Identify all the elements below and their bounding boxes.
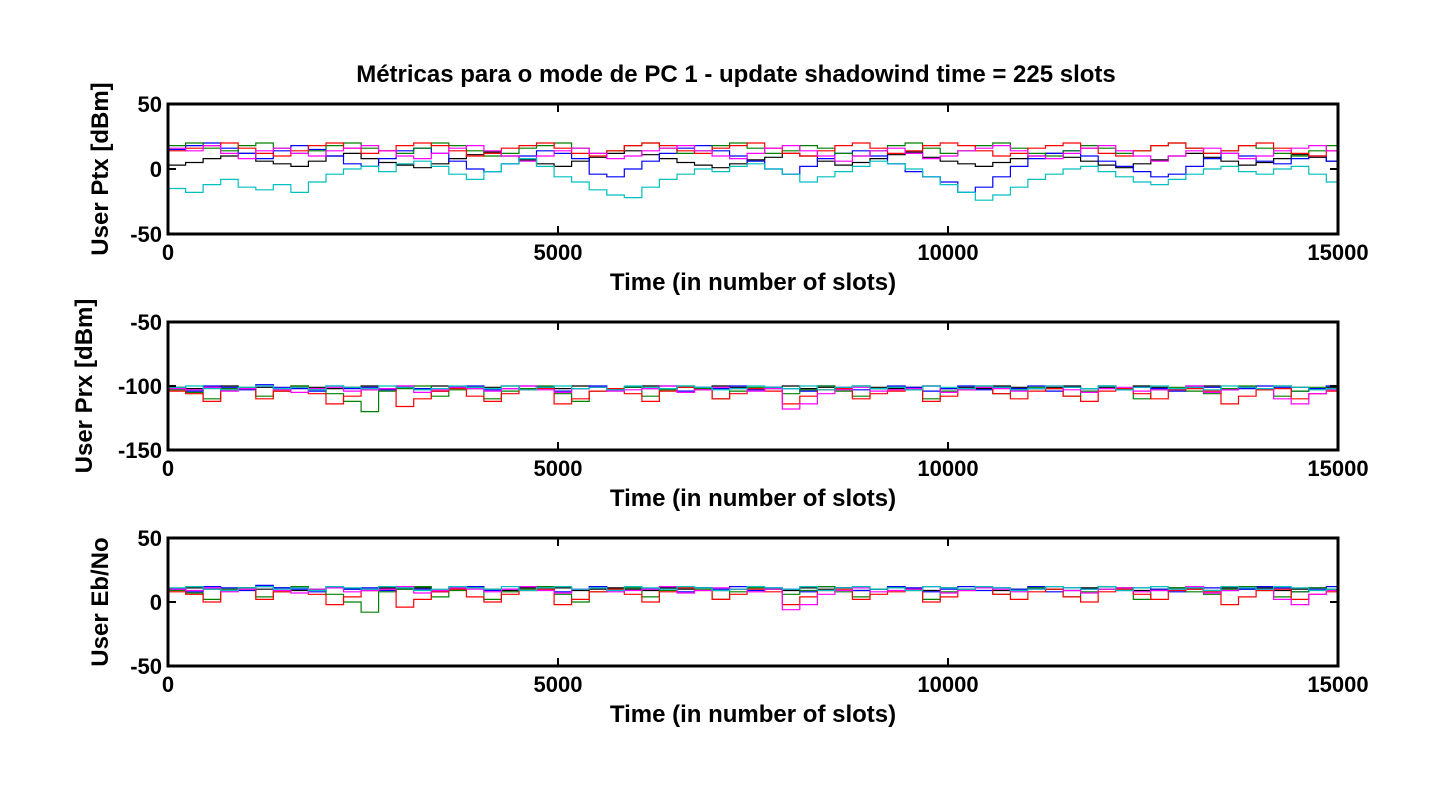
y-axis-label: User Prx [dBm]: [71, 299, 98, 474]
series-line-5: [168, 586, 1338, 611]
x-axis-label: Time (in number of slots): [610, 269, 896, 296]
series-line-6: [168, 385, 1338, 391]
series-line-3: [168, 385, 1338, 413]
series-group: [168, 384, 1338, 413]
x-tick-label: 5000: [534, 672, 583, 697]
y-tick-label: -150: [118, 438, 162, 463]
x-tick-label: 10000: [917, 672, 978, 697]
subplot-2: 0 5000 10000 15000 -50 -100 -150 Time (in numbe…: [71, 299, 1369, 512]
series-line-4: [168, 587, 1338, 608]
series-line-5: [168, 145, 1338, 162]
y-tick-label: -50: [130, 654, 162, 679]
y-tick-label: 50: [138, 92, 162, 117]
chart-title: Métricas para o mode de PC 1 - update sh…: [356, 61, 1116, 88]
x-axis-label: Time (in number of slots): [610, 701, 896, 728]
x-tick-label: 0: [162, 456, 174, 481]
series-group: [168, 584, 1338, 613]
y-tick-label: 0: [150, 157, 162, 182]
x-tick-label: 10000: [917, 240, 978, 265]
series-line-3: [168, 586, 1338, 613]
y-tick-label: 0: [150, 590, 162, 615]
y-tick-label: -50: [130, 310, 162, 335]
y-tick-label: 50: [138, 526, 162, 551]
series-line-4: [168, 142, 1338, 157]
x-tick-label: 5000: [534, 240, 583, 265]
x-tick-label: 5000: [534, 456, 583, 481]
series-group: [168, 142, 1338, 201]
x-tick-label: 15000: [1307, 456, 1368, 481]
x-axis-label: Time (in number of slots): [610, 485, 896, 512]
x-tick-label: 10000: [917, 456, 978, 481]
series-line-6: [168, 586, 1338, 592]
y-axis-label: User Eb/No: [87, 537, 114, 666]
series-line-3: [168, 142, 1338, 157]
series-line-4: [168, 386, 1338, 408]
x-tick-label: 15000: [1307, 672, 1368, 697]
y-tick-label: -50: [130, 222, 162, 247]
series-line-6: [168, 158, 1338, 201]
y-tick-label: -100: [118, 374, 162, 399]
x-tick-label: 0: [162, 240, 174, 265]
y-axis-label: User Ptx [dBm]: [87, 82, 114, 255]
x-tick-label: 0: [162, 672, 174, 697]
x-tick-label: 15000: [1307, 240, 1368, 265]
series-line-5: [168, 385, 1338, 410]
